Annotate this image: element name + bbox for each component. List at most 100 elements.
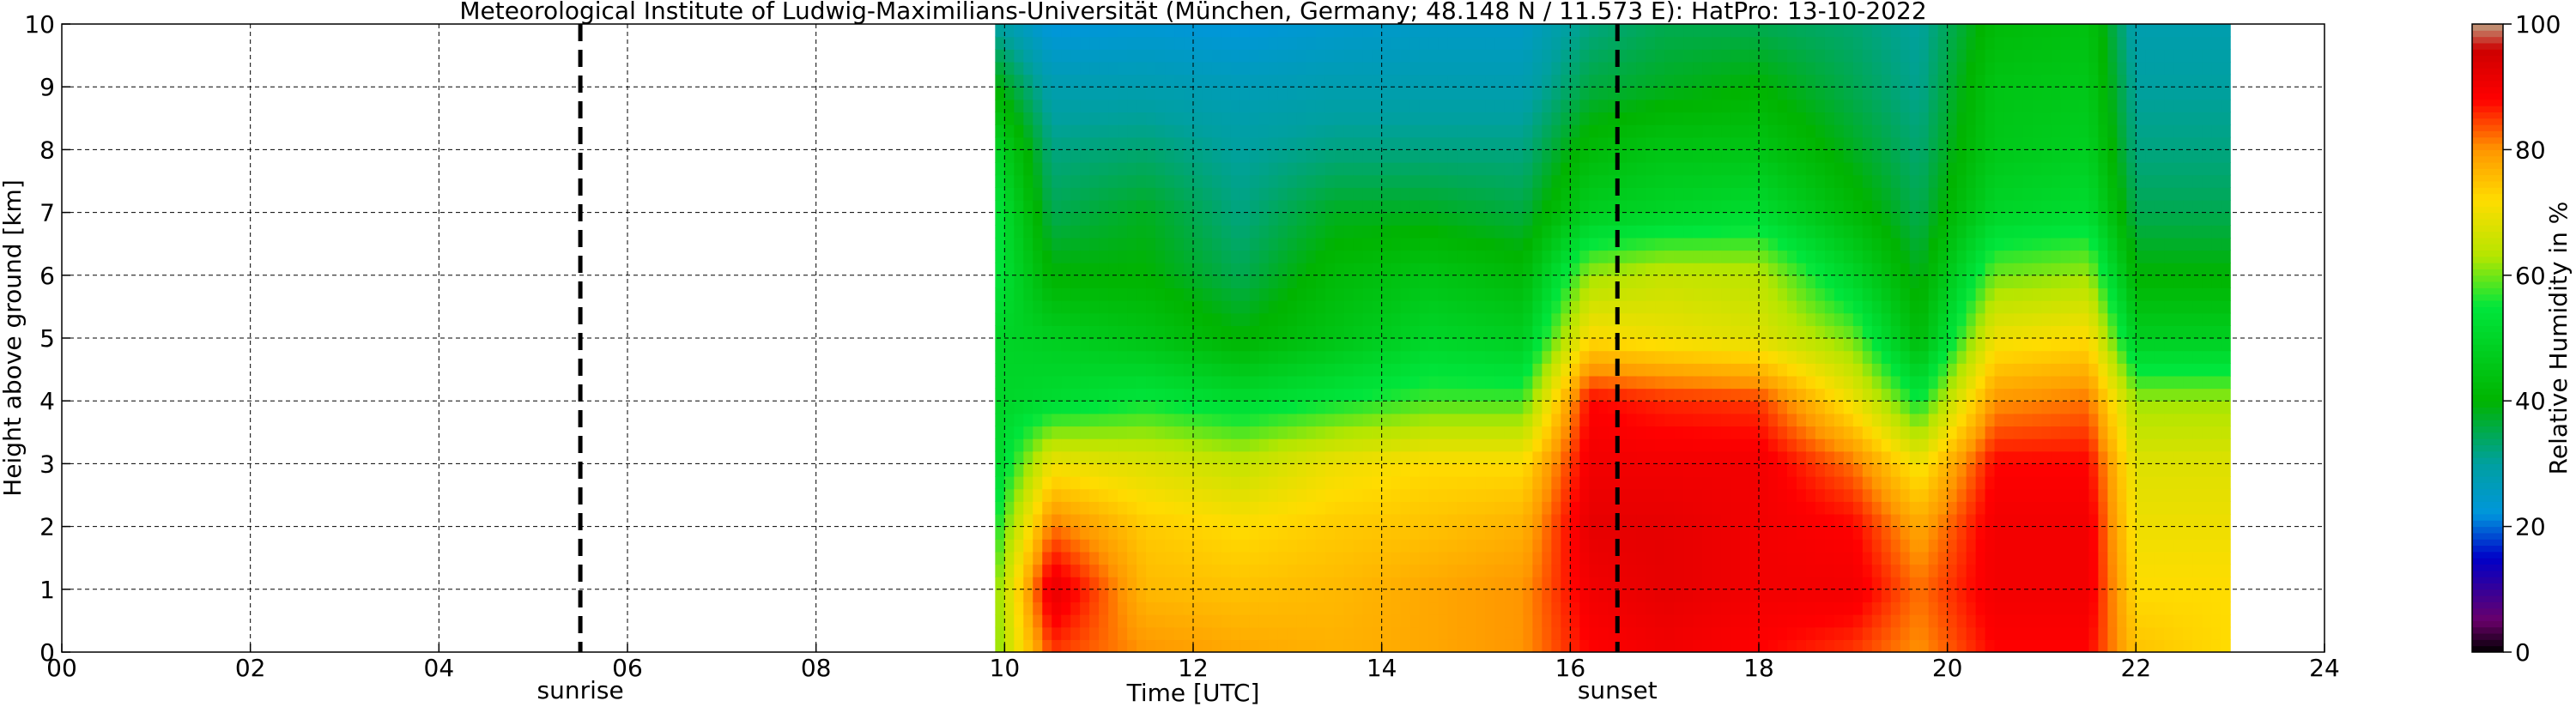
heatmap-cell (1070, 162, 1081, 176)
heatmap-cell (1014, 87, 1024, 100)
heatmap-cell (1918, 87, 1930, 100)
heatmap-cell (1504, 526, 1515, 540)
heatmap-cell (1570, 426, 1580, 439)
heatmap-cell (1627, 601, 1637, 615)
heatmap-cell (1617, 250, 1627, 263)
heatmap-cell (1852, 187, 1864, 201)
heatmap-cell (1570, 564, 1580, 577)
heatmap-cell (1042, 577, 1052, 590)
heatmap-cell (1561, 300, 1571, 314)
heatmap-cell (1438, 199, 1449, 214)
heatmap-cell (1258, 263, 1270, 276)
heatmap-cell (1721, 501, 1731, 515)
heatmap-cell (1211, 237, 1222, 251)
heatmap-cell (1617, 626, 1627, 640)
heatmap-cell (1221, 589, 1232, 603)
heatmap-cell (1476, 501, 1487, 515)
heatmap-cell (1070, 363, 1081, 377)
heatmap-cell (1099, 513, 1109, 528)
heatmap-cell (1268, 639, 1279, 652)
heatmap-cell (1184, 87, 1194, 100)
heatmap-cell (1589, 174, 1599, 188)
heatmap-cell (1287, 325, 1298, 339)
heatmap-cell (1476, 61, 1487, 76)
heatmap-cell (1777, 526, 1788, 540)
heatmap-cell (1608, 401, 1618, 414)
heatmap-cell (1353, 488, 1364, 502)
heatmap-cell (1089, 237, 1100, 251)
heatmap-cell (1702, 551, 1712, 565)
heatmap-cell (1457, 488, 1468, 502)
heatmap-cell (1258, 476, 1270, 490)
heatmap-cell (1561, 363, 1571, 377)
heatmap-cell (1324, 300, 1336, 314)
heatmap-cell (1918, 99, 1930, 113)
heatmap-cell (1636, 149, 1646, 163)
heatmap-cell (1287, 513, 1298, 528)
heatmap-cell (1824, 426, 1835, 439)
heatmap-cell (1070, 149, 1081, 163)
heatmap-cell (1551, 601, 1561, 615)
heatmap-cell (1165, 312, 1175, 326)
heatmap-cell (1306, 589, 1317, 603)
heatmap-cell (1014, 325, 1024, 339)
heatmap-cell (1551, 350, 1561, 364)
heatmap-cell (1174, 212, 1185, 226)
heatmap-cell (1561, 237, 1571, 251)
heatmap-cell (1777, 187, 1788, 201)
heatmap-cell (1306, 614, 1317, 628)
heatmap-cell (1447, 24, 1458, 38)
heatmap-cell (1504, 250, 1515, 263)
heatmap-cell (1852, 551, 1864, 565)
heatmap-cell (1815, 300, 1826, 314)
heatmap-cell (1146, 338, 1156, 352)
heatmap-cell (1457, 551, 1468, 565)
heatmap-cell (1712, 24, 1722, 38)
heatmap-cell (1221, 639, 1232, 652)
heatmap-cell (1391, 450, 1402, 464)
heatmap-cell (1362, 24, 1373, 38)
heatmap-cell (1457, 513, 1468, 528)
heatmap-cell (1721, 388, 1731, 402)
heatmap-cell (1749, 212, 1760, 226)
heatmap-cell (1155, 237, 1166, 251)
heatmap-cell (1890, 199, 1901, 214)
heatmap-cell (1523, 639, 1533, 652)
heatmap-cell (995, 551, 1005, 565)
heatmap-cell (1400, 237, 1411, 251)
heatmap-cell (1165, 87, 1175, 100)
heatmap-cell (1353, 250, 1364, 263)
heatmap-cell (1702, 87, 1712, 100)
heatmap-cell (1805, 338, 1816, 352)
heatmap-cell (1796, 237, 1807, 251)
heatmap-cell (1862, 300, 1873, 314)
heatmap-cell (1909, 24, 1920, 38)
heatmap-cell (1900, 199, 1911, 214)
heatmap-cell (1796, 312, 1807, 326)
heatmap-cell (1786, 87, 1797, 100)
heatmap-cell (1155, 174, 1166, 188)
heatmap-cell (1702, 124, 1712, 138)
heatmap-cell (1324, 413, 1336, 427)
heatmap-cell (1023, 463, 1033, 477)
heatmap-cell (1042, 614, 1052, 628)
heatmap-cell (1589, 539, 1599, 553)
heatmap-cell (1099, 74, 1109, 88)
heatmap-cell (1023, 99, 1033, 113)
heatmap-cell (1372, 162, 1383, 176)
heatmap-cell (1627, 87, 1637, 100)
heatmap-cell (1428, 338, 1440, 352)
heatmap-cell (1712, 401, 1722, 414)
heatmap-cell (1400, 488, 1411, 502)
heatmap-cell (1306, 363, 1317, 377)
heatmap-cell (1362, 614, 1373, 628)
heatmap-cell (1334, 187, 1345, 201)
heatmap-cell (1080, 338, 1090, 352)
heatmap-cell (1881, 312, 1892, 326)
heatmap-cell (1409, 375, 1421, 390)
heatmap-cell (1193, 526, 1203, 540)
heatmap-cell (1909, 74, 1920, 88)
heatmap-cell (1504, 136, 1515, 150)
heatmap-cell (1589, 626, 1599, 640)
heatmap-cell (1627, 275, 1637, 289)
